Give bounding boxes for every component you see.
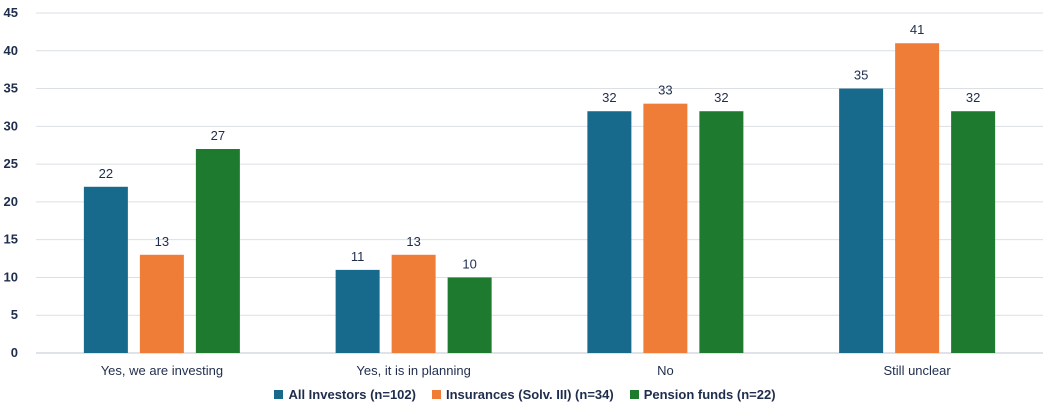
data-label: 22: [99, 166, 113, 181]
bar: [447, 277, 492, 353]
bars: [83, 43, 996, 354]
bar: [699, 111, 744, 353]
legend-label: All Investors (n=102): [288, 387, 416, 402]
bar: [83, 186, 128, 353]
x-tick-label: No: [657, 363, 674, 378]
data-label: 41: [910, 22, 924, 37]
bar: [391, 254, 436, 353]
legend-item-all-investors: All Investors (n=102): [274, 387, 416, 402]
bar: [335, 269, 380, 353]
bar: [195, 149, 240, 353]
bar: [895, 43, 940, 353]
bar-chart: 0 5 10 15 20 25 30 35 40 45 22 13 27 11 13 10 32 33 32 35 4…: [4, 5, 1043, 378]
y-tick-label: 40: [4, 43, 18, 58]
bar: [139, 254, 184, 353]
y-tick-label: 10: [4, 269, 18, 284]
y-tick-label: 0: [11, 345, 18, 360]
y-tick-label: 30: [4, 118, 18, 133]
y-tick-label: 5: [11, 307, 18, 322]
data-label: 13: [406, 234, 420, 249]
data-label: 11: [351, 249, 365, 264]
y-tick-label: 25: [4, 156, 18, 171]
legend-label: Pension funds (n=22): [643, 387, 776, 402]
legend-swatch: [629, 390, 639, 399]
legend-swatch: [274, 390, 284, 399]
y-tick-label: 15: [4, 232, 18, 247]
bar: [839, 88, 884, 354]
x-tick-label: Yes, it is in planning: [356, 363, 470, 378]
y-tick-label: 20: [4, 194, 18, 209]
data-label: 32: [714, 90, 728, 105]
bar: [951, 111, 996, 353]
data-label: 10: [462, 256, 476, 271]
x-axis: Yes, we are investing Yes, it is in plann…: [101, 363, 952, 378]
data-labels: 22 13 27 11 13 10 32 33 32 35 41 32: [99, 22, 981, 271]
gridlines: [36, 12, 1043, 354]
data-label: 13: [155, 234, 169, 249]
data-label: 32: [602, 90, 616, 105]
data-label: 35: [854, 68, 868, 83]
bar: [643, 103, 688, 354]
legend-item-pension-funds: Pension funds (n=22): [629, 387, 776, 402]
y-tick-label: 35: [4, 81, 18, 96]
bar: [587, 111, 632, 353]
data-label: 33: [658, 83, 672, 98]
x-tick-label: Yes, we are investing: [101, 363, 223, 378]
legend: All Investors (n=102) Insurances (Solv. …: [0, 387, 1050, 402]
y-axis: 0 5 10 15 20 25 30 35 40 45: [4, 5, 18, 360]
y-tick-label: 45: [4, 5, 18, 20]
legend-swatch: [431, 390, 441, 399]
data-label: 27: [211, 128, 225, 143]
legend-item-insurances: Insurances (Solv. III) (n=34): [431, 387, 614, 402]
x-tick-label: Still unclear: [884, 363, 952, 378]
data-label: 32: [966, 90, 980, 105]
legend-label: Insurances (Solv. III) (n=34): [445, 387, 614, 402]
